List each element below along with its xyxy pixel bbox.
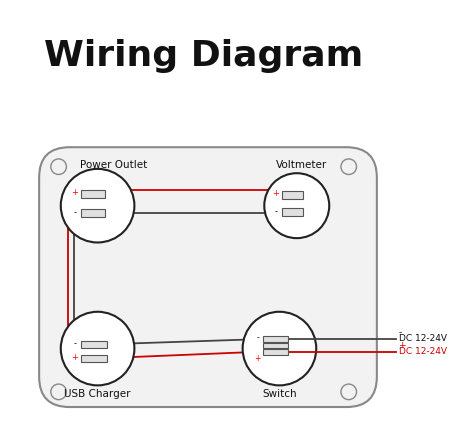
FancyBboxPatch shape — [81, 190, 105, 198]
Text: Voltmeter: Voltmeter — [276, 160, 328, 171]
Text: DC 12-24V: DC 12-24V — [399, 347, 447, 355]
Text: +: + — [273, 189, 279, 198]
Text: -: - — [399, 329, 402, 337]
FancyBboxPatch shape — [282, 191, 303, 199]
Circle shape — [264, 173, 329, 238]
Circle shape — [51, 384, 66, 400]
Circle shape — [51, 159, 66, 174]
FancyBboxPatch shape — [81, 341, 107, 348]
Circle shape — [341, 159, 356, 174]
Circle shape — [341, 384, 356, 400]
FancyBboxPatch shape — [81, 355, 107, 362]
Text: -: - — [256, 333, 259, 342]
FancyBboxPatch shape — [282, 208, 303, 216]
FancyBboxPatch shape — [263, 336, 288, 342]
Circle shape — [243, 312, 316, 385]
Text: Wiring Diagram: Wiring Diagram — [44, 39, 363, 73]
Text: +: + — [72, 188, 79, 197]
Text: -: - — [274, 207, 277, 216]
Circle shape — [61, 169, 135, 242]
Text: Switch: Switch — [262, 389, 297, 399]
Text: USB Charger: USB Charger — [64, 389, 131, 399]
FancyBboxPatch shape — [81, 209, 105, 216]
FancyBboxPatch shape — [263, 349, 288, 355]
Text: DC 12-24V: DC 12-24V — [399, 334, 447, 343]
FancyBboxPatch shape — [39, 147, 377, 407]
FancyBboxPatch shape — [263, 343, 288, 348]
Text: -: - — [73, 208, 77, 216]
Text: +: + — [72, 353, 79, 362]
Text: +: + — [255, 354, 261, 362]
Text: Power Outlet: Power Outlet — [80, 160, 147, 171]
Text: -: - — [73, 339, 77, 348]
Text: +: + — [399, 341, 406, 350]
Circle shape — [61, 312, 135, 385]
